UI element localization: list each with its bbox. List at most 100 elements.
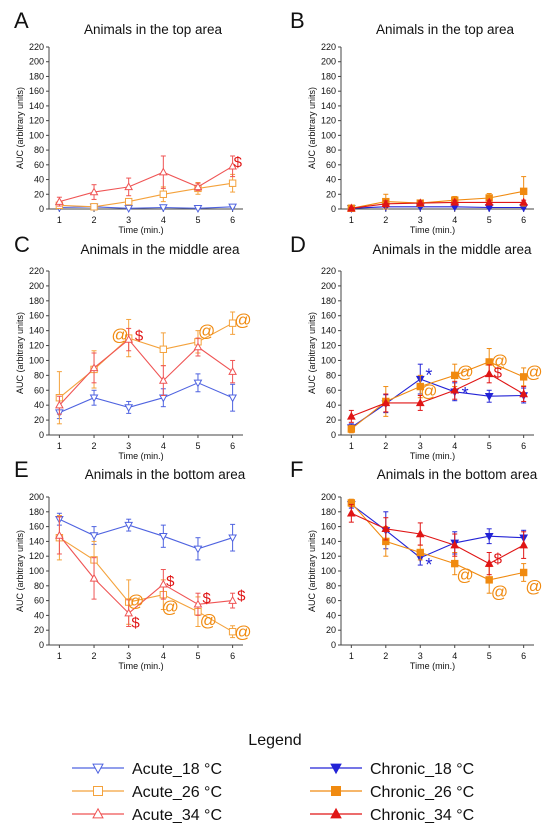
annotation-at: @ xyxy=(525,363,542,382)
x-tick-label: 5 xyxy=(487,651,492,661)
data-point xyxy=(124,197,133,206)
y-tick-label: 100 xyxy=(29,355,44,365)
panel-e: E Animals in the bottom area 0 20 40 60 80 100 1… xyxy=(14,457,252,671)
y-axis-label: AUC (arbitrary units) xyxy=(307,312,317,394)
series-line xyxy=(351,512,524,565)
series-line xyxy=(58,535,233,614)
y-tick-label: 0 xyxy=(39,204,44,214)
panel-a: A Animals in the top area 0 20 40 60 80 100 120 1… xyxy=(14,8,243,235)
panel-letter: F xyxy=(290,457,303,482)
y-tick-label: 120 xyxy=(321,551,336,561)
panel-title: Animals in the middle area xyxy=(372,242,532,257)
x-tick-label: 6 xyxy=(230,215,235,225)
x-tick-label: 1 xyxy=(57,651,62,661)
y-tick-label: 220 xyxy=(321,42,336,52)
y-tick-label: 20 xyxy=(34,189,44,199)
legend-label: Acute_26 °C xyxy=(132,784,222,801)
data-point xyxy=(381,524,391,533)
y-tick-label: 120 xyxy=(321,341,336,351)
y-tick-label: 80 xyxy=(34,581,44,591)
y-tick-label: 160 xyxy=(29,311,44,321)
x-axis-label: Time (min.) xyxy=(118,451,163,461)
y-tick-label: 60 xyxy=(34,385,44,395)
panel-title: Animals in the top area xyxy=(84,22,223,37)
legend: Legend Acute_18 °C Chronic_18 °C Acute_26 °… xyxy=(72,732,474,824)
legend-entry-acute-34: Acute_34 °C xyxy=(72,807,222,824)
data-point xyxy=(484,197,494,206)
annotation-at: @ xyxy=(420,381,437,400)
annotation-at: @ xyxy=(162,598,179,617)
panel-title: Animals in the bottom area xyxy=(85,467,246,482)
data-point xyxy=(124,521,134,530)
x-tick-label: 4 xyxy=(452,441,457,451)
y-tick-label: 0 xyxy=(331,430,336,440)
series-line xyxy=(351,201,524,209)
y-tick-label: 200 xyxy=(321,492,336,502)
annotation-at: @ xyxy=(491,351,508,370)
y-tick-label: 180 xyxy=(29,296,44,306)
panel-b: B Animals in the top area 0 20 40 60 80 100 120 1… xyxy=(290,8,534,235)
data-point xyxy=(89,532,99,541)
data-point xyxy=(159,345,168,353)
data-point xyxy=(90,203,98,211)
y-tick-label: 120 xyxy=(29,551,44,561)
data-point xyxy=(519,540,529,549)
series-acute-34 xyxy=(55,155,237,207)
series-acute-18 xyxy=(55,373,237,420)
y-tick-label: 0 xyxy=(39,430,44,440)
x-tick-label: 5 xyxy=(487,441,492,451)
x-axis-label: Time (min.) xyxy=(410,451,455,461)
data-point xyxy=(346,411,356,420)
x-tick-label: 2 xyxy=(383,651,388,661)
x-tick-label: 2 xyxy=(92,215,97,225)
data-point xyxy=(124,608,134,617)
data-point xyxy=(450,540,460,549)
series-line xyxy=(351,373,524,417)
annotation-at: @ xyxy=(234,623,251,642)
data-point xyxy=(519,373,528,381)
data-point xyxy=(228,534,237,543)
data-point xyxy=(346,508,356,517)
data-point xyxy=(451,559,459,568)
panel-title: Animals in the top area xyxy=(376,22,515,37)
data-point xyxy=(450,197,460,206)
x-tick-label: 3 xyxy=(418,441,423,451)
x-tick-label: 2 xyxy=(383,441,388,451)
data-point xyxy=(415,198,425,207)
data-point xyxy=(519,197,529,206)
y-tick-label: 180 xyxy=(29,507,44,517)
y-tick-label: 140 xyxy=(29,101,44,111)
data-point xyxy=(484,533,494,541)
y-tick-label: 200 xyxy=(29,281,44,291)
x-axis-label: Time (min.) xyxy=(118,225,163,235)
data-point xyxy=(346,203,356,212)
annotation-at: @ xyxy=(127,592,144,611)
data-point xyxy=(415,529,425,538)
data-point xyxy=(228,394,237,403)
data-point xyxy=(519,389,529,398)
panel-title: Animals in the middle area xyxy=(80,242,240,257)
y-tick-label: 200 xyxy=(29,492,44,502)
y-tick-label: 80 xyxy=(326,145,336,155)
data-point xyxy=(158,533,168,541)
x-tick-label: 4 xyxy=(452,215,457,225)
y-tick-label: 100 xyxy=(321,566,336,576)
panel-f: F Animals in the bottom area 0 20 40 60 80 100 1… xyxy=(290,457,543,671)
data-point xyxy=(381,398,391,407)
y-tick-label: 180 xyxy=(29,71,44,81)
legend-marker xyxy=(330,763,342,775)
y-axis-label: AUC (arbitrary units) xyxy=(307,530,317,612)
y-tick-label: 80 xyxy=(326,370,336,380)
y-tick-label: 180 xyxy=(321,296,336,306)
legend-entry-chronic-26: Chronic_26 °C xyxy=(310,784,474,801)
data-point xyxy=(484,393,494,401)
annotation-dollar: $ xyxy=(202,590,211,607)
data-point xyxy=(193,379,203,388)
y-tick-label: 140 xyxy=(321,101,336,111)
y-tick-label: 40 xyxy=(326,175,336,185)
legend-label: Acute_34 °C xyxy=(132,807,222,824)
y-axis-label: AUC (arbitrary units) xyxy=(307,87,317,169)
panel-c: C Animals in the middle area 0 20 40 60 80 100 1… xyxy=(14,232,252,461)
series-line xyxy=(59,518,233,550)
y-tick-label: 160 xyxy=(29,522,44,532)
